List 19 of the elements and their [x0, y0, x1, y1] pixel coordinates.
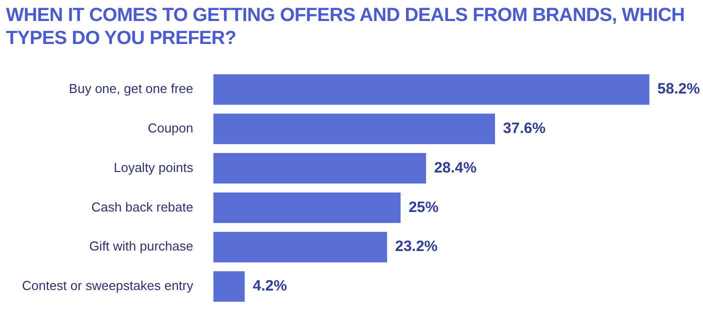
data-label: 28.4% — [434, 159, 477, 176]
data-label: 37.6% — [503, 120, 546, 138]
y-tick-label: Loyalty points — [114, 160, 194, 175]
bar — [213, 114, 496, 144]
bar — [213, 232, 388, 262]
y-tick-label: Gift with purchase — [89, 238, 194, 254]
bar — [213, 271, 245, 302]
y-tick-label: Buy one, get one free — [68, 81, 194, 96]
y-tick-label: Coupon — [148, 120, 194, 136]
y-tick-label: Contest or sweepstakes entry — [22, 278, 194, 294]
chart-title: WHEN IT COMES TO GETTING OFFERS AND DEALS FROM BRANDS, WHICH TYPES DO YOU PREFER? — [6, 4, 686, 50]
data-label: 58.2% — [657, 80, 700, 98]
bar — [213, 74, 650, 105]
data-label: 23.2% — [395, 238, 438, 256]
data-label: 4.2% — [252, 278, 287, 295]
y-tick-label: Cash back rebate — [91, 199, 194, 214]
bar — [213, 192, 401, 223]
bar — [213, 153, 426, 184]
data-label: 25% — [408, 198, 439, 216]
